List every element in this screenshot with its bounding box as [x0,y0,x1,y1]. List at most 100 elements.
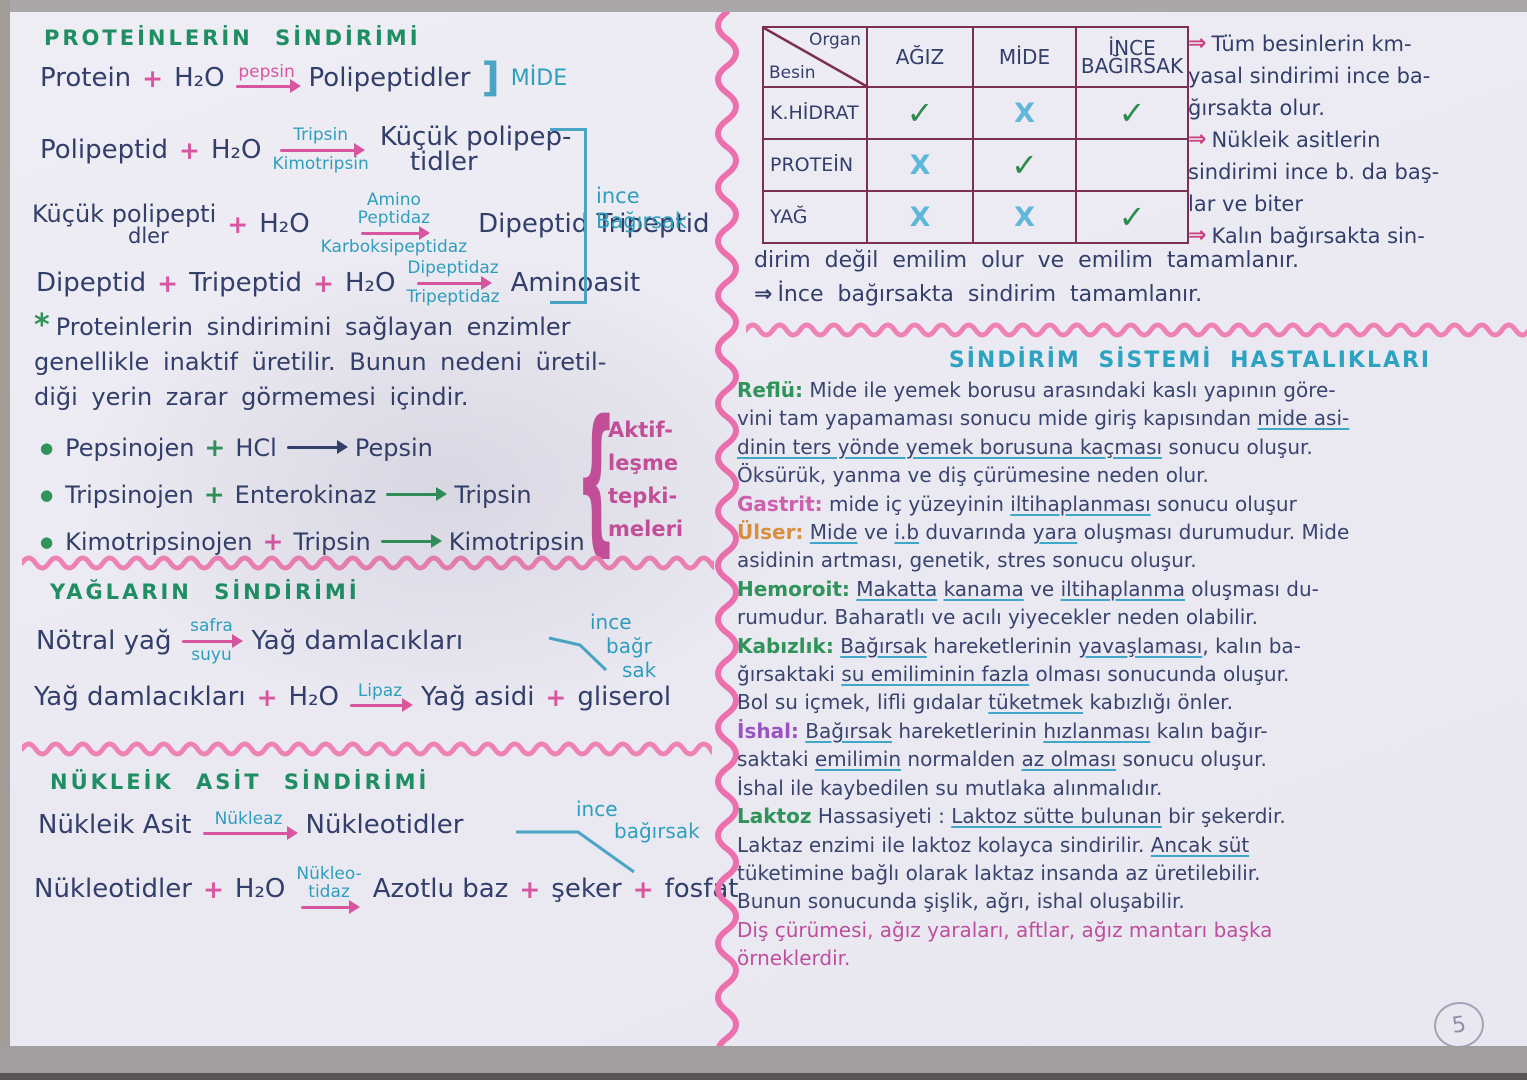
nucleic-equation-2: Nükleotidler + H₂O Nükleo-tidaz Azotlu b… [34,865,738,914]
note-line: ğırsakta olur. [1188,92,1439,124]
fat-equation-1: Nötral yağ safra suyu Yağ damlacıkları [36,617,463,665]
note-line: lar ve biter [1188,188,1439,220]
cross-icon: X [1014,201,1035,233]
note-line: yasal sindirimi ince ba- [1188,60,1439,92]
text-segment: dinin ters yönde yemek borusuna kaçması [737,434,1163,459]
product: Aminoasit [510,268,641,299]
check-icon: ✓ [1011,146,1038,184]
table-corner-cell: Organ Besin [762,26,868,88]
double-arrow-icon: ⇒ [1188,223,1207,248]
note-line: ⇒ Nükleik asitlerin [1188,124,1439,156]
text-segment: kalın bağır- [1150,718,1268,743]
product: Dipeptid Tripeptid [478,209,710,240]
reaction-arrow-icon [349,698,413,713]
text-segment: sonucu oluşur. [1116,747,1267,772]
disease-line: Gastrit: mide iç yüzeyinin iltihaplanmas… [737,490,1527,518]
text-segment: BAĞIRSAK [1080,54,1184,78]
text-segment: Kimotripsin [448,527,585,556]
connector-line [548,636,608,672]
text-segment: emilimin [814,747,902,772]
text-segment: su emiliminin fazla [841,662,1030,687]
text-segment: normalden [901,747,1022,772]
reaction-arrow-icon [386,487,448,501]
small-intestine-label: ince Bağırsak [596,184,688,233]
product: gliserol [577,682,672,712]
corner-label-besin: Besin [769,63,816,83]
cross-icon: X [909,201,931,233]
text-segment: Kabızlık: [737,633,834,658]
plus-sign: + [157,268,179,298]
note-line: genellikle inaktif üretilir. Bunun neden… [34,345,606,380]
text-segment: az olması [1021,747,1117,772]
text-segment: Kimotripsinojen [65,527,253,556]
protein-equation-3: Küçük polipepti dler + H₂O Amino Peptidaz K… [32,191,710,257]
disease-line: Bol su içmek, lifli gıdalar tüketmek kab… [737,688,1527,716]
section-title-fats: YAĞLARIN SİNDİRİMİ [50,580,360,604]
text-segment: Diş çürümesi, ağız yaraları, aftlar, ağı… [737,917,1273,942]
activation-reactions-list: ● Pepsinojen + HCl Pepsin ● Tripsinojen + Entero… [40,424,585,565]
text-segment: iltihaplanma [1060,576,1185,601]
text-segment: , kalın ba- [1202,633,1301,658]
text-segment: hızlanması [1043,718,1151,743]
text-segment: Hassasiyeti : [811,804,952,829]
enzyme-label: Nükleaz [214,808,283,829]
enzyme-label: tidaz [308,881,350,902]
text-segment: oluşması du- [1184,576,1319,601]
reactant: Küçük polipepti [32,199,217,228]
reactant: dler [128,223,169,248]
text-segment: Mide [809,520,858,545]
photo-edge-dark [0,1073,1527,1080]
note-line: ⇒ İnce bağırsakta sindirim tamamlanır. [754,278,1299,312]
table-cell [1075,138,1189,192]
connector-line [516,830,635,874]
wavy-vertical-divider [715,12,739,1046]
reaction-arrow-icon [380,534,442,548]
text-segment: sonucu oluşur [1150,491,1297,516]
note-line: ⇒ Kalın bağırsakta sin- [1188,220,1439,252]
row-label: K.HİDRAT [762,86,868,140]
text-segment: Laktoz [737,804,812,829]
plus-sign: + [203,480,225,509]
disease-line: Bunun sonucunda şişlik, ağrı, ishal oluş… [737,887,1527,915]
photo-edge-left [0,0,10,1080]
water: H₂O [174,63,225,93]
text-segment: örneklerdir. [737,946,851,971]
reactant: Nükleik Asit [38,810,192,840]
wavy-divider [746,322,1527,338]
row-label: YAĞ [762,190,868,244]
disease-line: vini tam yapamaması sonucu mide giriş ka… [737,404,1527,432]
disease-line: Öksürük, yanma ve diş çürümesine neden o… [737,461,1527,489]
notebook-page: PROTEİNLERİN SİNDİRİMİ Protein + H₂O pep… [10,12,1527,1052]
text-segment: bir şekerdir. [1161,804,1286,829]
reaction-arrow-icon [279,142,365,157]
check-icon: ✓ [906,94,934,132]
table-header-row: Organ Besin AĞIZ MİDE İNCE BAĞIRSAK [762,26,1189,88]
reactant: Yağ damlacıkları [34,682,246,712]
disease-line: dinin ters yönde yemek borusuna kaçması … [737,433,1527,461]
water: H₂O [234,874,286,905]
text-segment: Laktaz enzimi ile laktoz kolayca sindiri… [737,832,1151,857]
text-segment: diği yerin zarar görmemesi içindir. [34,383,469,411]
cross-icon: X [1014,97,1035,129]
table-cell: X [972,86,1077,140]
reactant: Dipeptid [36,268,147,299]
text-segment: Pepsin [354,433,433,462]
disease-line: ğırsaktaki su emiliminin fazla olması so… [737,660,1527,688]
text-segment: kanama [943,576,1024,601]
table-row: K.HİDRAT ✓ X ✓ [762,86,1189,140]
text-segment: ve [857,520,895,545]
protein-equation-1: Protein + H₂O pepsin Polipeptidler ] MİD… [40,58,567,98]
text-segment: Ancak süt [1150,832,1250,857]
text-segment: sindirimi ince b. da baş- [1188,160,1440,184]
text-segment: vini tam yapamaması sonucu mide giriş ka… [737,406,1258,431]
double-arrow-icon: ⇒ [1188,31,1207,56]
plus-sign: + [256,682,278,712]
bullet-icon: ● [40,532,54,551]
text-segment: genellikle inaktif üretilir. Bunun neden… [34,348,607,376]
text-segment: kabızlığı önler. [1083,690,1233,715]
page-number-badge: 5 [1431,998,1487,1052]
text-segment: Tripsinojen [65,480,194,509]
table-corner-cell: Organ Besin [764,28,866,86]
enzyme-label: Tripeptidaz [406,286,500,307]
text-segment: Tripsin [454,480,532,509]
